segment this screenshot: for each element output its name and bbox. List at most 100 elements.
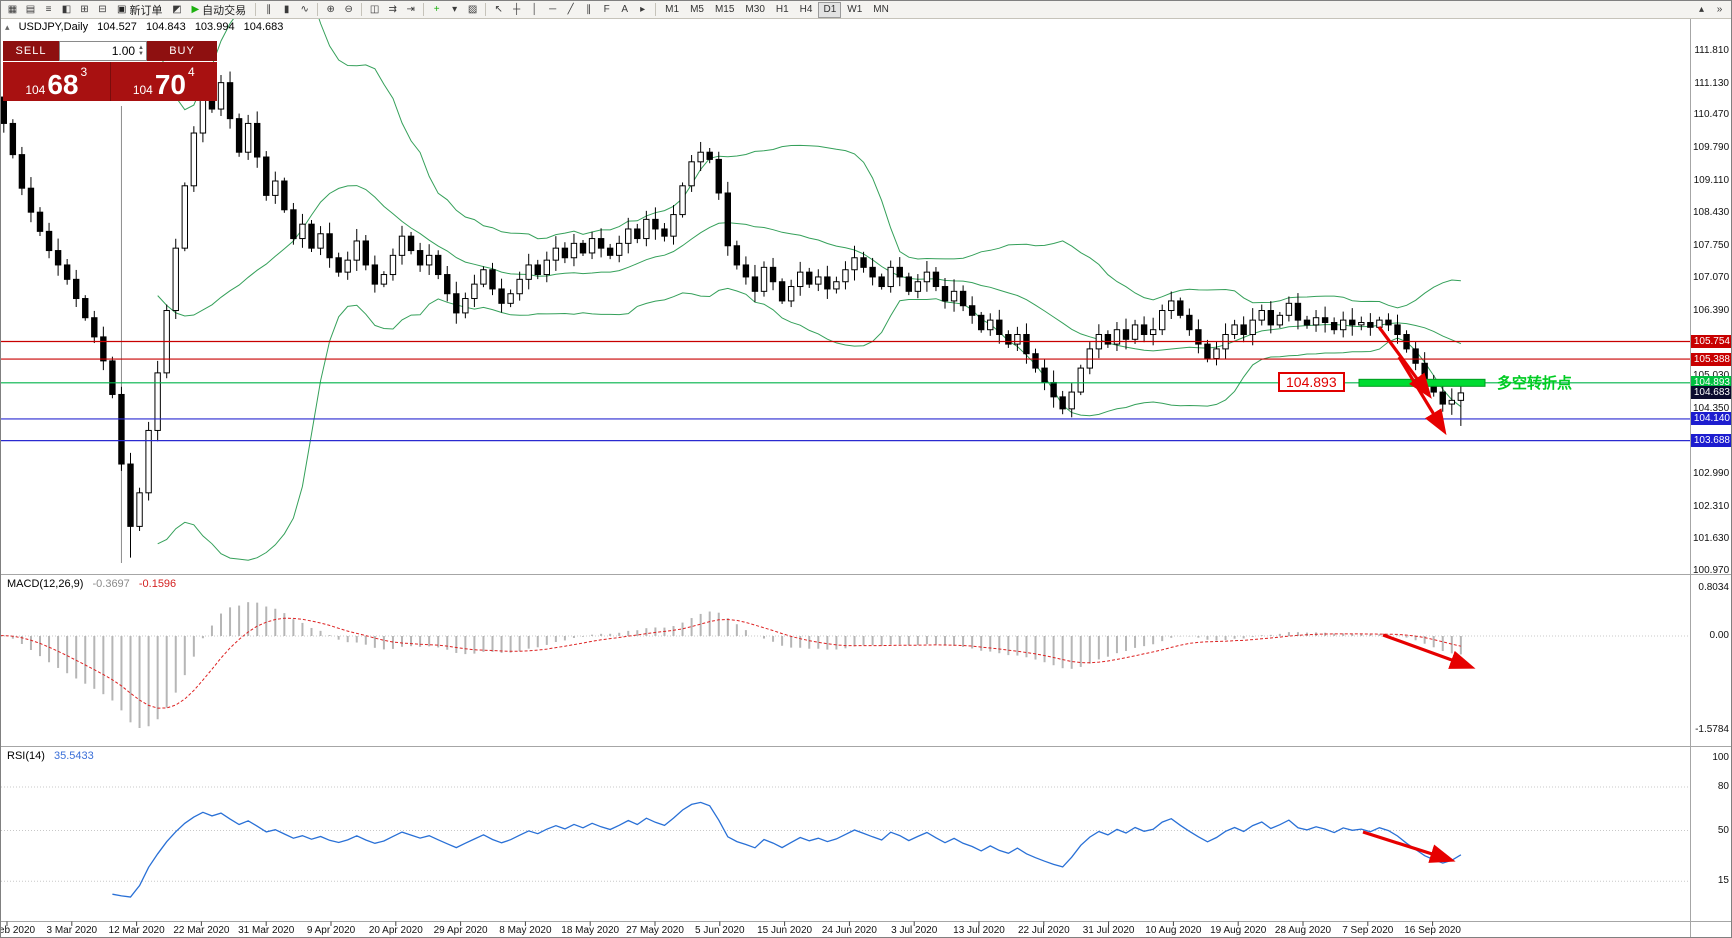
arrows-tool-icon-glyph-icon: ▸ [640,4,646,15]
strategy-tester-icon-glyph-icon: ◩ [172,4,182,15]
price-axis-tag[interactable]: 103.688 [1691,434,1731,448]
date-label: 22 Mar 2020 [173,925,230,936]
volume-input[interactable]: 1.00 ▲ ▼ [59,41,147,61]
bar-chart-icon[interactable]: ∥ [260,2,277,17]
collapse-panel-icon[interactable]: ▴ [5,22,10,32]
timeframe-h4[interactable]: H4 [799,3,813,15]
new-order-button[interactable]: ▣ 新订单 [112,2,167,17]
text-tool-icon[interactable]: A [616,2,633,17]
trendline-icon[interactable]: ╱ [562,2,579,17]
new-chart-icon[interactable]: ▦ [4,2,21,17]
navigator-icon[interactable]: ⊞ [76,2,93,17]
price-axis-label: 107.750 [1693,239,1730,251]
price-axis-tag[interactable]: 105.754 [1691,335,1731,348]
price-axis-tag[interactable]: 105.388 [1691,352,1731,366]
market-watch-icon[interactable]: ≡ [40,2,57,17]
rsi-axis-label: 100 [1712,752,1729,763]
terminal-icon[interactable]: ⊟ [94,2,111,17]
date-label: 3 Jul 2020 [891,925,938,936]
indicators-icon[interactable]: + [428,2,445,17]
price-axis-label: 102.310 [1693,500,1730,512]
fibonacci-icon[interactable]: F [598,2,615,17]
crosshair-icon[interactable]: ┼ [508,2,525,17]
zoom-in-icon[interactable]: ⊕ [322,2,339,17]
sell-button[interactable]: SELL [3,41,59,61]
tile-windows-icon[interactable]: ◫ [366,2,383,17]
line-chart-icon-glyph-icon: ∿ [300,4,309,15]
line-chart-icon[interactable]: ∿ [296,2,313,17]
periods-icon-glyph-icon: ▾ [452,4,458,15]
horizontal-line-icon[interactable]: ─ [544,2,561,17]
templates-icon[interactable]: ▨ [464,2,481,17]
sell-price-display[interactable]: 104 68 3 [3,62,110,101]
price-axis-label: 105.030 [1693,370,1729,381]
macd-name: MACD(12,26,9) [7,578,84,590]
terminal-icon-glyph-icon: ⊟ [98,4,107,15]
sell-pips: 68 [47,69,79,100]
ohlc-high: 104.843 [145,21,186,33]
chart-shift-icon[interactable]: ⇥ [402,2,419,17]
date-label: 29 Apr 2020 [433,925,488,936]
chart-shift-icon-glyph-icon: ⇥ [406,4,415,15]
buy-price-display[interactable]: 104 70 4 [111,62,218,101]
rsi-axis-label: 15 [1717,875,1729,887]
timeframe-h1[interactable]: H1 [775,3,789,15]
autotrading-button[interactable]: ▶ 自动交易 [186,2,251,17]
fibonacci-icon-glyph-icon: F [603,4,610,15]
toolbar-separator [485,3,487,16]
price-axis-tag[interactable]: 104.893 [1691,376,1731,390]
candlestick-series [1,71,1465,558]
buy-button[interactable]: BUY [147,41,217,61]
timeframe-m30[interactable]: M30 [745,3,765,15]
timeframe-w1[interactable]: W1 [847,3,863,15]
date-label: 12 Mar 2020 [108,925,165,936]
main-toolbar: ▦ ▤ ≡ ◧ ⊞ ⊟ ▣ 新订单 ◩ ▶ 自动交易 ∥ ▮ ∿ ⊕ ⊖ ◫ ⇉ ⇥ + ▾ ▨ ↖ ┼ │ ─ ╱ ∥ F A ▸ M1 M5… [1,1,1731,19]
candlestick-chart-icon-glyph-icon: ▮ [283,4,290,15]
toolbar-separator [317,3,319,16]
chart-profiles-icon[interactable]: ▤ [22,2,39,17]
date-label: 3 Mar 2020 [46,925,98,936]
toolbar-overflow-icon[interactable]: » [1711,2,1728,17]
price-axis-tag[interactable]: 104.683 [1691,386,1731,400]
price-axis-tag[interactable]: 104.140 [1691,412,1731,426]
arrows-tool-icon[interactable]: ▸ [634,2,651,17]
rsi-indicator-label: RSI(14) 35.5433 [7,750,94,762]
toolbar-collapse-icon[interactable]: ▴ [1693,2,1710,17]
data-window-icon-glyph-icon: ◧ [61,4,72,15]
vertical-line-icon-glyph-icon: │ [531,4,538,15]
zoom-out-icon-glyph-icon: ⊖ [344,4,353,15]
auto-scroll-icon[interactable]: ⇉ [384,2,401,17]
rsi-axis-label: 80 [1717,781,1729,792]
date-label: 18 May 2020 [561,925,620,936]
data-window-icon[interactable]: ◧ [58,2,75,17]
timeframe-mn[interactable]: MN [873,3,889,15]
candlestick-chart-icon[interactable]: ▮ [278,2,295,17]
timeframe-m5[interactable]: M5 [690,3,704,15]
timeframe-m15[interactable]: M15 [714,3,735,15]
vertical-line-icon[interactable]: │ [526,2,543,17]
timeframe-m1[interactable]: M1 [665,3,680,15]
price-axis-label: 104.350 [1693,402,1730,414]
volume-down-icon[interactable]: ▼ [138,51,144,57]
date-label: 27 May 2020 [626,925,684,936]
price-axis-label: 106.390 [1693,305,1730,316]
volume-up-icon[interactable]: ▲ [138,45,144,51]
buy-big-figure: 104 [132,83,153,97]
price-axis-label: 111.130 [1694,77,1729,89]
price-divider [109,62,111,101]
price-callout-box[interactable]: 104.893 [1278,372,1345,392]
strategy-tester-icon[interactable]: ◩ [168,2,185,17]
periods-icon[interactable]: ▾ [446,2,463,17]
date-label: 10 Aug 2020 [1145,925,1202,936]
equidistant-channel-icon[interactable]: ∥ [580,2,597,17]
trend-arrow-object[interactable] [1382,633,1476,669]
trend-arrow-object[interactable] [1397,356,1447,436]
date-label: 7 Sep 2020 [1342,925,1394,936]
trend-arrow-object[interactable] [1377,326,1432,399]
zoom-out-icon[interactable]: ⊖ [340,2,357,17]
timeframe-d1[interactable]: D1 [818,1,842,18]
cursor-icon[interactable]: ↖ [490,2,507,17]
trend-arrow-object[interactable] [1362,830,1456,863]
price-axis-label: 107.070 [1693,272,1730,284]
